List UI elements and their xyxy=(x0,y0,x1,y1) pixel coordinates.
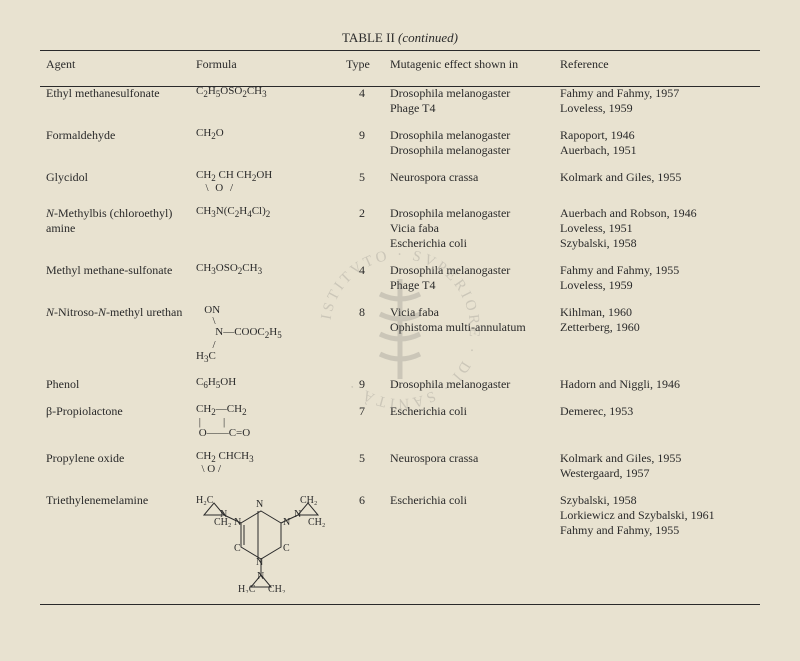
cell-agent: Methyl methane-sulfonate xyxy=(40,257,190,299)
top-rule xyxy=(40,50,760,51)
svg-text:N: N xyxy=(256,499,263,510)
col-type: Type xyxy=(340,53,384,80)
cell-agent: Phenol xyxy=(40,371,190,398)
cell-type: 2 xyxy=(340,200,384,257)
svg-text:CH₂: CH₂ xyxy=(268,584,285,593)
mutagen-table: Agent Formula Type Mutagenic effect show… xyxy=(40,53,760,602)
cell-formula: CH3N(C2H4Cl)2 xyxy=(190,200,340,257)
cell-mutagenic: Neurospora crassa xyxy=(384,445,554,487)
table-body: Ethyl methanesulfonateC2H5OSO2CH34Drosop… xyxy=(40,80,760,602)
svg-text:N: N xyxy=(220,509,227,520)
cell-agent: N-Methylbis (chloroethyl) amine xyxy=(40,200,190,257)
cell-mutagenic: Drosophila melanogaster xyxy=(384,371,554,398)
cell-reference: Kihlman, 1960Zetterberg, 1960 xyxy=(554,299,760,370)
cell-reference: Demerec, 1953 xyxy=(554,398,760,445)
table-row: Methyl methane-sulfonateCH3OSO2CH34Droso… xyxy=(40,257,760,299)
svg-text:N: N xyxy=(234,517,241,528)
cell-agent: β-Propiolactone xyxy=(40,398,190,445)
svg-text:C: C xyxy=(283,543,290,554)
cell-agent: N-Nitroso-N-methyl urethan xyxy=(40,299,190,370)
svg-text:CH₂: CH₂ xyxy=(300,495,317,506)
cell-mutagenic: Neurospora crassa xyxy=(384,164,554,200)
cell-agent: Formaldehyde xyxy=(40,122,190,164)
cell-reference: Szybalski, 1958Lorkiewicz and Szybalski,… xyxy=(554,487,760,602)
cell-type: 9 xyxy=(340,371,384,398)
cell-formula: CH2 CH CH2OH \ O / xyxy=(190,164,340,200)
cell-type: 9 xyxy=(340,122,384,164)
title-prefix: TABLE II xyxy=(342,30,395,45)
svg-text:N: N xyxy=(294,509,301,520)
cell-agent: Propylene oxide xyxy=(40,445,190,487)
table-row: Triethylenemelamine NNCNCN H₂CCH₂CH₂CH₂H… xyxy=(40,487,760,602)
col-formula: Formula xyxy=(190,53,340,80)
table-row: FormaldehydeCH2O9Drosophila melanogaster… xyxy=(40,122,760,164)
cell-agent: Glycidol xyxy=(40,164,190,200)
svg-text:H₂C: H₂C xyxy=(196,495,214,506)
svg-text:CH₂: CH₂ xyxy=(308,517,325,528)
cell-reference: Kolmark and Giles, 1955 xyxy=(554,164,760,200)
cell-reference: Auerbach and Robson, 1946Loveless, 1951S… xyxy=(554,200,760,257)
table-title: TABLE II (continued) xyxy=(40,30,760,46)
cell-reference: Kolmark and Giles, 1955Westergaard, 1957 xyxy=(554,445,760,487)
title-suffix: (continued) xyxy=(398,30,458,45)
cell-mutagenic: Drosophila melanogasterPhage T4 xyxy=(384,257,554,299)
cell-formula: ON \ N—COOC2H5 /H3C xyxy=(190,299,340,370)
svg-text:C: C xyxy=(234,543,241,554)
table-row: Propylene oxideCH2 CHCH3 \ O /5Neurospor… xyxy=(40,445,760,487)
col-reference: Reference xyxy=(554,53,760,80)
cell-reference: Hadorn and Niggli, 1946 xyxy=(554,371,760,398)
cell-type: 5 xyxy=(340,164,384,200)
cell-type: 4 xyxy=(340,257,384,299)
cell-formula: NNCNCN H₂CCH₂CH₂CH₂H₂CCH₂ NNN xyxy=(190,487,340,602)
svg-text:N: N xyxy=(257,571,264,582)
header-rule xyxy=(40,86,760,87)
cell-type: 5 xyxy=(340,445,384,487)
cell-agent: Triethylenemelamine xyxy=(40,487,190,602)
bottom-rule xyxy=(40,604,760,605)
cell-formula: CH2—CH2 | | O——C=O xyxy=(190,398,340,445)
svg-text:N: N xyxy=(283,517,290,528)
cell-mutagenic: Escherichia coli xyxy=(384,487,554,602)
svg-text:N: N xyxy=(256,557,263,568)
cell-formula: CH3OSO2CH3 xyxy=(190,257,340,299)
cell-formula: C6H5OH xyxy=(190,371,340,398)
cell-type: 6 xyxy=(340,487,384,602)
cell-mutagenic: Escherichia coli xyxy=(384,398,554,445)
cell-type: 7 xyxy=(340,398,384,445)
cell-reference: Fahmy and Fahmy, 1955Loveless, 1959 xyxy=(554,257,760,299)
cell-mutagenic: Vicia fabaOphistoma multi-annulatum xyxy=(384,299,554,370)
col-mutagenic: Mutagenic effect shown in xyxy=(384,53,554,80)
table-row: PhenolC6H5OH9Drosophila melanogasterHado… xyxy=(40,371,760,398)
svg-text:H₂C: H₂C xyxy=(238,584,256,593)
table-row: N-Nitroso-N-methyl urethan ON \ N—COOC2H… xyxy=(40,299,760,370)
header-row: Agent Formula Type Mutagenic effect show… xyxy=(40,53,760,80)
table-row: β-PropiolactoneCH2—CH2 | | O——C=O7Escher… xyxy=(40,398,760,445)
cell-mutagenic: Drosophila melanogasterDrosophila melano… xyxy=(384,122,554,164)
cell-type: 8 xyxy=(340,299,384,370)
table-row: N-Methylbis (chloroethyl) amineCH3N(C2H4… xyxy=(40,200,760,257)
table-row: GlycidolCH2 CH CH2OH \ O /5Neurospora cr… xyxy=(40,164,760,200)
col-agent: Agent xyxy=(40,53,190,80)
cell-formula: CH2 CHCH3 \ O / xyxy=(190,445,340,487)
cell-formula: CH2O xyxy=(190,122,340,164)
cell-mutagenic: Drosophila melanogasterVicia fabaEscheri… xyxy=(384,200,554,257)
cell-reference: Rapoport, 1946Auerbach, 1951 xyxy=(554,122,760,164)
